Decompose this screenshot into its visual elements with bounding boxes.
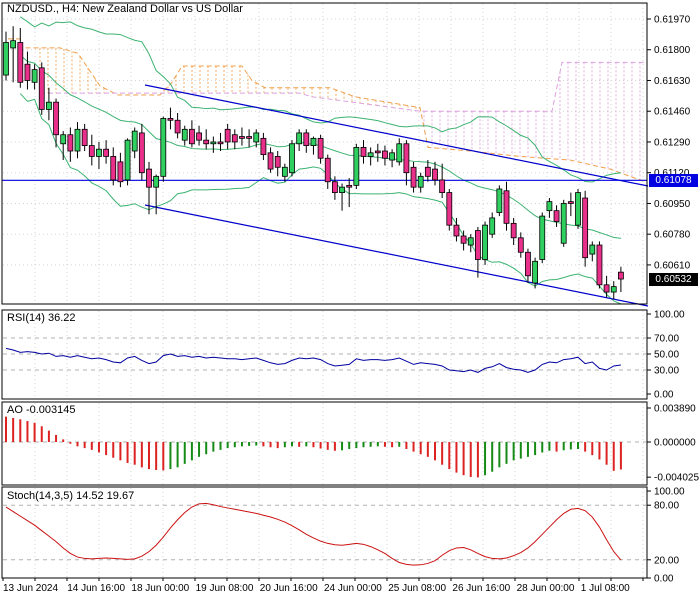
y-tick-label: 100.00 bbox=[654, 487, 685, 498]
ichimoku-cloud bbox=[8, 38, 646, 183]
panel-separator[interactable] bbox=[0, 485, 647, 487]
chart-title: NZDUSD., H4: New Zealand Dollar vs US Do… bbox=[7, 3, 243, 15]
y-tick-label: 0.60950 bbox=[654, 199, 691, 210]
y-tick-label: 0.000000 bbox=[654, 438, 696, 449]
x-tick-label: 18 Jun 00:00 bbox=[131, 583, 189, 594]
panel-separator[interactable] bbox=[0, 399, 647, 402]
trendlines[interactable] bbox=[2, 84, 649, 307]
panel-separator[interactable] bbox=[0, 304, 647, 310]
y-axis-labels[interactable]: 0.61970 0.61800 0.61630 0.61460 0.61290 0.611… bbox=[647, 15, 699, 585]
x-tick-label: 1 Jul 08:00 bbox=[581, 583, 630, 594]
x-tick-label: 14 Jun 16:00 bbox=[67, 583, 125, 594]
rsi-indicator-label: RSI(14) 36.22 bbox=[7, 312, 76, 324]
x-tick-label: 25 Jun 08:00 bbox=[388, 583, 446, 594]
y-tick-label: 0.61120 bbox=[654, 168, 690, 179]
y-tick-label: 50.00 bbox=[654, 350, 679, 361]
last-price-label: 0.60532 bbox=[649, 273, 698, 286]
y-tick-label: 0.61290 bbox=[654, 137, 691, 148]
y-tick-label: 20.00 bbox=[654, 555, 679, 566]
candlestick-series[interactable] bbox=[3, 26, 624, 300]
rsi-pane[interactable] bbox=[3, 337, 646, 373]
x-tick-label: 26 Jun 16:00 bbox=[452, 583, 510, 594]
y-tick-label: -0.004025 bbox=[654, 473, 699, 484]
y-tick-label: 0.60780 bbox=[654, 230, 691, 241]
y-tick-label: 80.00 bbox=[654, 501, 679, 512]
y-tick-label: 0.00 bbox=[654, 574, 674, 585]
x-tick-label: 24 Jun 00:00 bbox=[324, 583, 382, 594]
y-tick-label: 70.00 bbox=[654, 334, 679, 345]
ao-indicator-label: AO -0.003145 bbox=[7, 404, 76, 416]
y-tick-label: 0.61800 bbox=[654, 45, 691, 56]
stoch-indicator-label: Stoch(14,3,5) 14.52 19.67 bbox=[7, 490, 135, 502]
x-tick-label: 20 Jun 16:00 bbox=[260, 583, 318, 594]
y-tick-label: 0.003890 bbox=[654, 404, 696, 415]
y-tick-label: 30.00 bbox=[654, 366, 679, 377]
x-tick-label: 19 Jun 08:00 bbox=[196, 583, 254, 594]
y-tick-label: 100.00 bbox=[654, 310, 685, 321]
x-tick-label: 13 Jun 2024 bbox=[3, 583, 58, 594]
y-tick-label: 0.61630 bbox=[654, 76, 691, 87]
stoch-pane[interactable] bbox=[3, 502, 646, 566]
y-tick-label: 0.60610 bbox=[654, 260, 691, 271]
bid-price-label: 0.61078 bbox=[649, 174, 698, 187]
x-tick-label: 28 Jun 00:00 bbox=[517, 583, 575, 594]
y-tick-label: 0.00 bbox=[654, 390, 674, 401]
ao-histogram[interactable] bbox=[3, 416, 646, 478]
y-tick-label: 0.61970 bbox=[654, 15, 691, 26]
y-tick-label: 0.61460 bbox=[654, 107, 691, 118]
x-axis-labels[interactable]: 13 Jun 2024 14 Jun 16:00 18 Jun 00:00 19 Ju… bbox=[2, 578, 644, 594]
